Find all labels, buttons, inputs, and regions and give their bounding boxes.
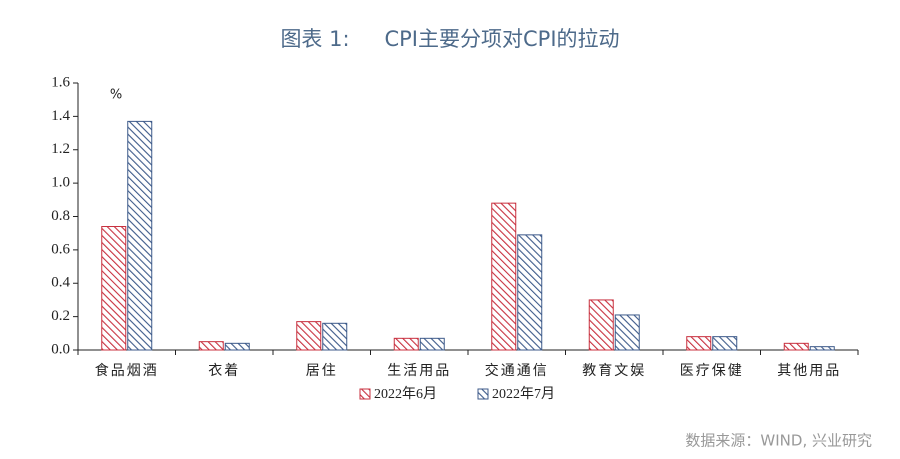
bar bbox=[101, 226, 127, 351]
y-tick-label: 0.0 bbox=[51, 341, 70, 357]
legend-swatch bbox=[359, 388, 371, 400]
y-tick-label: 0.6 bbox=[51, 241, 70, 257]
x-tick-label: 医疗保健 bbox=[680, 363, 744, 379]
bar bbox=[322, 322, 348, 351]
y-tick-label: 1.0 bbox=[51, 175, 70, 191]
x-tick-label: 衣着 bbox=[208, 363, 240, 379]
bar bbox=[393, 337, 419, 351]
y-tick-label: 1.6 bbox=[51, 74, 70, 90]
y-tick-label: 1.4 bbox=[51, 108, 70, 124]
bar bbox=[809, 346, 835, 351]
bar bbox=[198, 341, 224, 351]
chart-title: CPI主要分项对CPI的拉动 bbox=[384, 27, 619, 51]
bar bbox=[783, 342, 809, 351]
bar bbox=[419, 337, 445, 351]
source: 数据来源：WIND, 兴业研究 bbox=[685, 432, 872, 450]
x-tick-label: 其他用品 bbox=[777, 363, 841, 379]
legend-label: 2022年6月 bbox=[374, 386, 437, 402]
y-tick-label: 0.8 bbox=[51, 208, 70, 224]
x-tick-label: 食品烟酒 bbox=[95, 362, 159, 379]
x-tick-label: 居住 bbox=[306, 363, 338, 379]
bar bbox=[127, 120, 153, 351]
x-tick-label: 教育文娱 bbox=[582, 363, 646, 379]
unit-label: % bbox=[110, 88, 122, 103]
bar bbox=[224, 342, 250, 351]
bar bbox=[686, 336, 712, 351]
x-tick-label: 交通通信 bbox=[485, 362, 549, 379]
bar bbox=[517, 234, 543, 351]
bar bbox=[296, 321, 322, 351]
legend-label: 2022年7月 bbox=[492, 386, 555, 402]
y-tick-label: 0.2 bbox=[51, 308, 70, 324]
x-tick-label: 生活用品 bbox=[387, 363, 451, 379]
bar bbox=[588, 299, 614, 351]
bar bbox=[712, 336, 738, 351]
bar bbox=[614, 314, 640, 351]
bar bbox=[491, 202, 517, 351]
y-tick-label: 1.2 bbox=[51, 141, 70, 157]
y-tick-label: 0.4 bbox=[51, 275, 70, 291]
chart-title-label: 图表 1: bbox=[280, 27, 349, 51]
legend-swatch bbox=[477, 388, 489, 400]
